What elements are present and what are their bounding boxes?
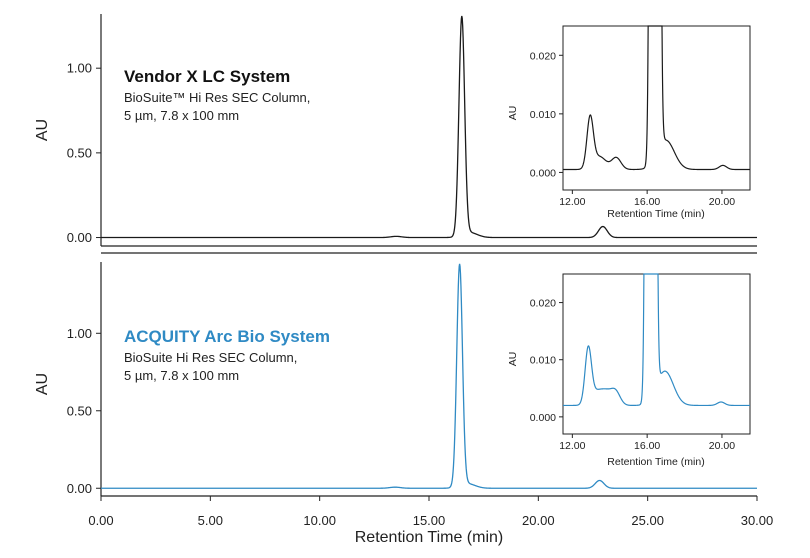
x-tick-label: 30.00	[741, 513, 774, 528]
inset-y-tick-label: 0.010	[530, 109, 556, 121]
bottom-inset-frame	[562, 273, 751, 435]
x-tick-label: 10.00	[303, 513, 336, 528]
x-tick-label: 15.00	[413, 513, 446, 528]
bottom-x-ticks: 0.00 5.00 10.00 15.00 20.00 25.00 30.00	[88, 496, 773, 528]
top-inset-y-ticks: 0.000 0.010 0.020	[530, 50, 563, 179]
bottom-inset-x-title: Retention Time (min)	[607, 456, 704, 468]
top-chromatogram-line	[101, 15, 757, 239]
top-inset-x-ticks: 12.00 16.00 20.00	[559, 190, 735, 208]
y-tick-label: 0.50	[67, 145, 92, 160]
inset-x-tick-label: 12.00	[559, 196, 585, 208]
y-tick-label: 0.00	[67, 230, 92, 245]
top-inset-frame	[562, 25, 751, 191]
bottom-column-line-1: BioSuite Hi Res SEC Column,	[124, 350, 297, 365]
bottom-inset-x-ticks: 12.00 16.00 20.00	[559, 434, 735, 452]
inset-x-tick-label: 16.00	[634, 440, 660, 452]
x-tick-label: 0.00	[88, 513, 113, 528]
top-inset-y-title: AU	[507, 106, 519, 121]
bottom-panel: 0.00 0.50 1.00 0.00 5.00 10.00 15.00 20.00 25.0…	[34, 262, 773, 546]
inset-x-tick-label: 12.00	[559, 440, 585, 452]
bottom-chromatogram-line	[101, 263, 757, 489]
bottom-x-axis-title: Retention Time (min)	[355, 529, 504, 546]
x-tick-label: 25.00	[631, 513, 664, 528]
y-tick-label: 0.50	[67, 403, 92, 418]
top-inset-chromatogram-line	[563, 25, 750, 171]
inset-y-tick-label: 0.010	[530, 355, 556, 367]
y-tick-label: 0.00	[67, 481, 92, 496]
x-tick-label: 5.00	[198, 513, 223, 528]
bottom-y-ticks: 0.00 0.50 1.00	[67, 326, 101, 496]
top-inset: 0.000 0.010 0.020 12.00 16.00 20.00 AU Reten…	[507, 25, 751, 220]
top-column-line-1: BioSuite™ Hi Res SEC Column,	[124, 90, 310, 105]
bottom-inset-y-ticks: 0.000 0.010 0.020	[530, 298, 563, 424]
bottom-system-title: ACQUITY Arc Bio System	[124, 327, 330, 346]
top-column-line-2: 5 µm, 7.8 x 100 mm	[124, 108, 239, 123]
bottom-inset: 0.000 0.010 0.020 12.00 16.00 20.00 AU Reten…	[507, 273, 751, 468]
inset-y-tick-label: 0.000	[530, 412, 556, 424]
top-inset-x-title: Retention Time (min)	[607, 208, 704, 220]
y-tick-label: 1.00	[67, 326, 92, 341]
top-y-ticks: 0.00 0.50 1.00	[67, 61, 101, 245]
top-panel: 0.00 0.50 1.00 AU Vendor X LC System BioSu…	[34, 14, 757, 247]
inset-y-tick-label: 0.000	[530, 167, 556, 179]
inset-x-tick-label: 20.00	[709, 440, 735, 452]
inset-x-tick-label: 20.00	[709, 196, 735, 208]
bottom-inset-y-title: AU	[507, 352, 519, 367]
bottom-column-line-2: 5 µm, 7.8 x 100 mm	[124, 368, 239, 383]
bottom-inset-chromatogram-line	[563, 273, 750, 407]
inset-x-tick-label: 16.00	[634, 196, 660, 208]
inset-y-tick-label: 0.020	[530, 298, 556, 310]
top-system-title: Vendor X LC System	[124, 67, 290, 86]
bottom-y-axis-title: AU	[34, 373, 51, 395]
inset-y-tick-label: 0.020	[530, 50, 556, 62]
x-tick-label: 20.00	[522, 513, 555, 528]
top-y-axis-title: AU	[34, 119, 51, 141]
y-tick-label: 1.00	[67, 61, 92, 76]
